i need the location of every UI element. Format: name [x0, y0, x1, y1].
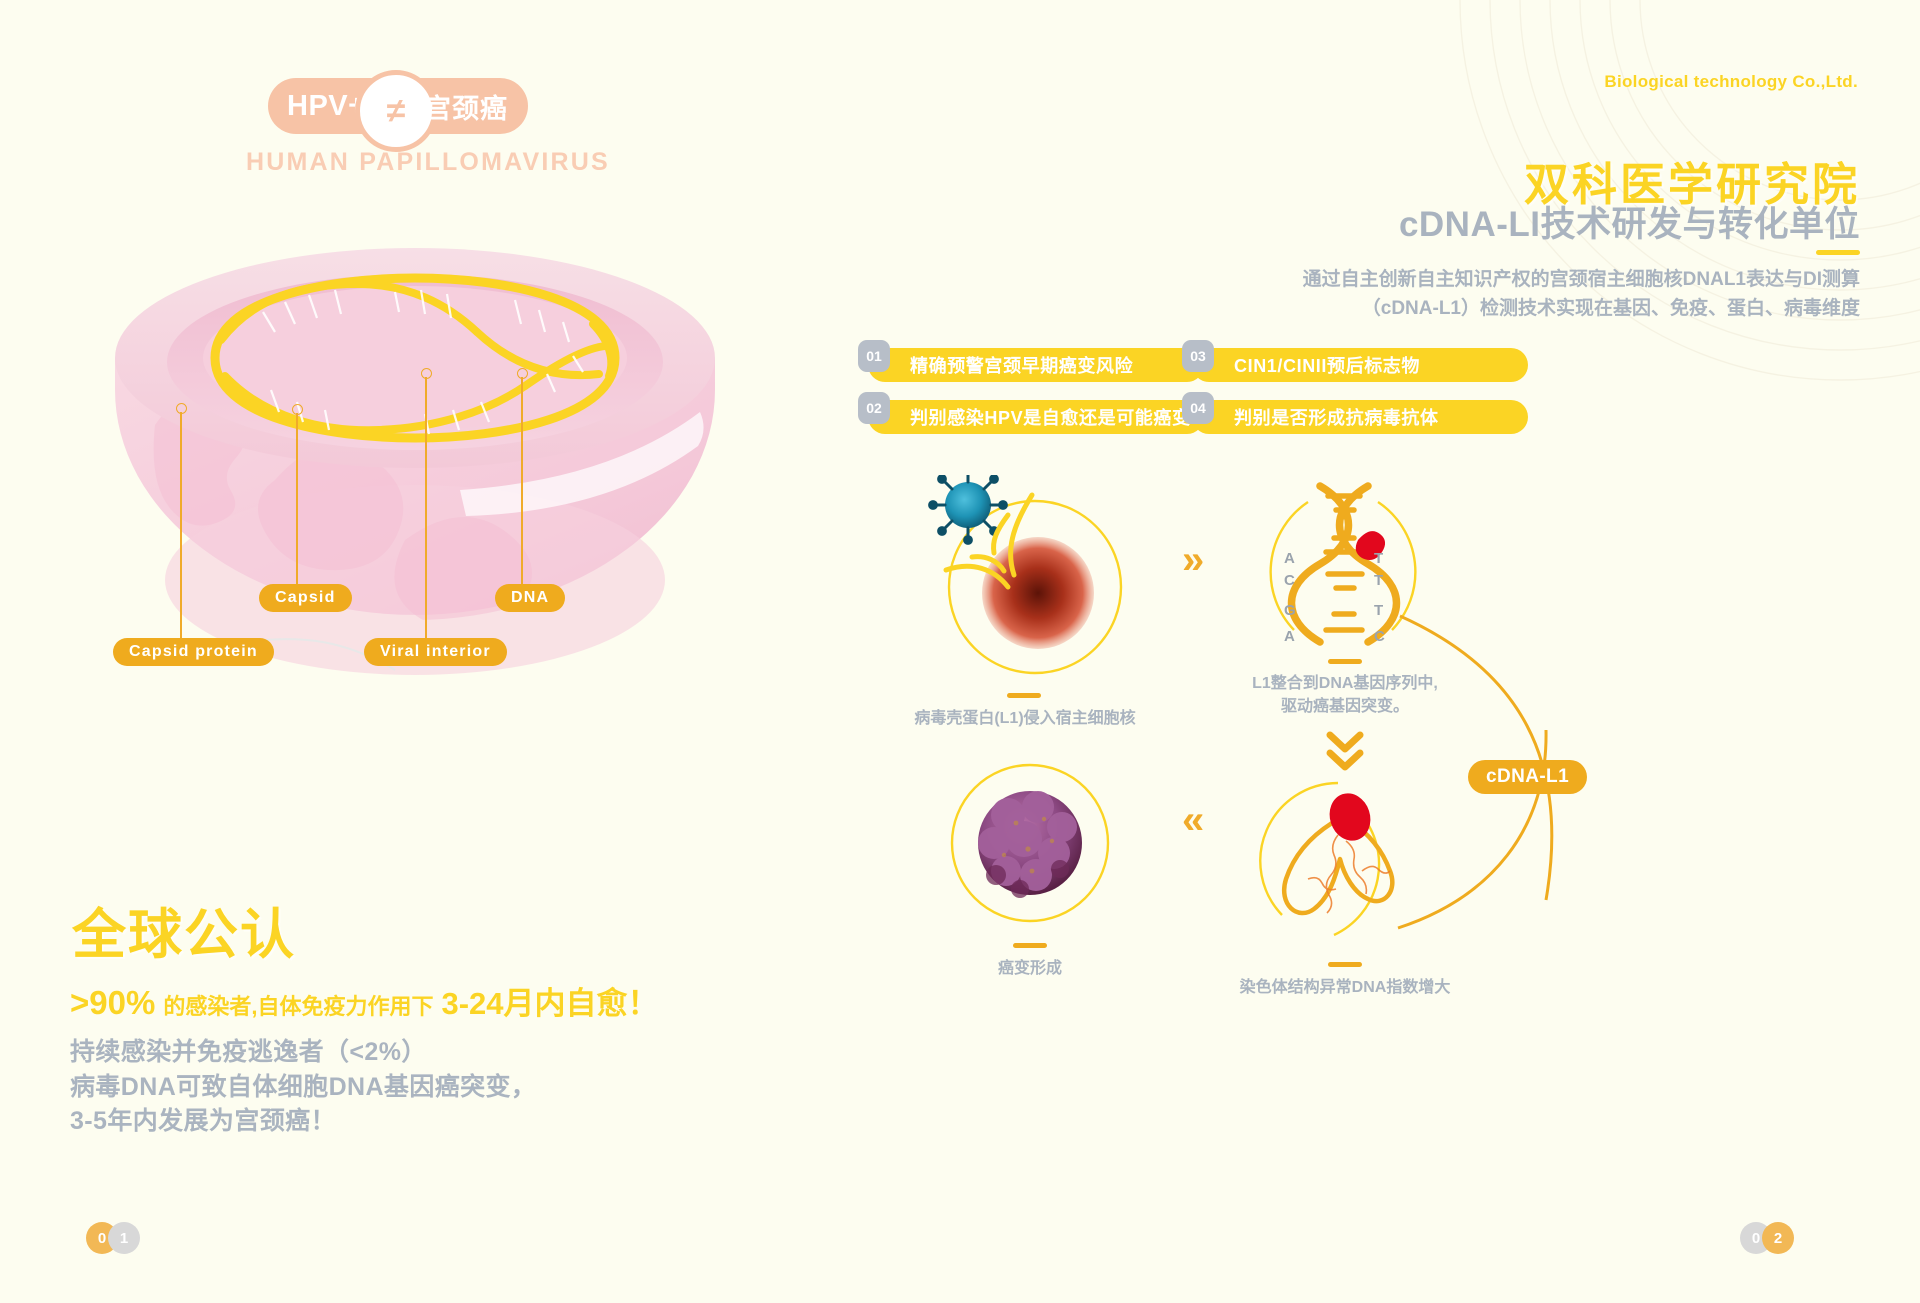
flow-step4-caption: 癌变形成	[997, 960, 1062, 977]
feature-badge-04-label: 判别是否形成抗病毒抗体	[1192, 400, 1528, 434]
feature-badge-03-number: 03	[1182, 340, 1214, 372]
cdna-loop-arc-lower	[1397, 729, 1548, 930]
leader-line-viral-interior	[425, 377, 427, 648]
leader-line-capsid-protein	[180, 412, 182, 648]
page-number-right: 0 2	[1740, 1222, 1794, 1254]
stat-line: >90% 的感染者,自体免疫力作用下 3-24月内自愈！	[70, 978, 659, 1023]
stat-emphasis-text: 3-24月内自愈！	[441, 986, 659, 1021]
callout-viral-interior: Viral interior	[364, 638, 507, 666]
dna-base-left-1: C	[1284, 572, 1295, 589]
dna-base-left-3: A	[1284, 628, 1295, 645]
flow-step1-illustration	[928, 475, 1123, 675]
chevron-right-icon: »	[1182, 538, 1205, 582]
feature-badge-01-number: 01	[858, 340, 890, 372]
flow-step2-divider	[1328, 659, 1362, 664]
callout-capsid: Capsid	[259, 584, 352, 612]
flow-step4-divider	[1013, 943, 1047, 948]
accent-rule	[1816, 250, 1860, 255]
stat-percentage: >90%	[70, 984, 156, 1021]
brand-description: 通过自主创新自主知识产权的宫颈宿主细胞核DNAL1表达与DI测算 （cDNA-L…	[1303, 265, 1860, 324]
dna-base-left-0: A	[1284, 550, 1295, 567]
page-number-left-second: 1	[108, 1222, 140, 1254]
flow-step4-illustration	[950, 763, 1110, 923]
cdna-loop-arc	[1399, 614, 1554, 901]
flow-step2-caption-line-2: 驱动癌基因突变。	[1280, 698, 1409, 716]
left-paragraph-line-3: 3-5年内发展为宫颈癌！	[70, 1107, 336, 1135]
flow-step2-caption: L1整合到DNA基因序列中, 驱动癌基因突变。	[1195, 672, 1495, 718]
chevron-down-icon	[1326, 731, 1364, 771]
page-number-left: 0 1	[86, 1222, 140, 1254]
leader-line-dna	[521, 377, 523, 585]
dna-base-left-2: G	[1284, 602, 1296, 619]
decorative-arcs	[1459, 0, 1920, 381]
chevron-left-icon: «	[1182, 798, 1205, 842]
brand-description-line-2: （cDNA-L1）检测技术实现在基因、免疫、蛋白、病毒维度	[1361, 298, 1860, 320]
brand-title-cn: 双科医学研究院	[1523, 159, 1860, 210]
feature-badge-01-label: 精确预警宫颈早期癌变风险	[868, 348, 1204, 382]
hpv-logo-subtitle: HUMAN PAPILLOMAVIRUS	[246, 148, 610, 176]
hpv-logo-left-text: HPV+	[287, 89, 366, 122]
flow-step1-divider	[1007, 693, 1041, 698]
flow-step3-divider	[1328, 962, 1362, 967]
company-name: Biological technology Co.,Ltd.	[1604, 72, 1858, 91]
dna-base-right-2: T	[1374, 602, 1384, 619]
brand-description-line-1: 通过自主创新自主知识产权的宫颈宿主细胞核DNAL1表达与DI测算	[1302, 269, 1860, 290]
feature-badge-04-number: 04	[1182, 392, 1214, 424]
left-paragraph-line-1: 持续感染并免疫逃逸者（<2%）	[70, 1038, 427, 1066]
dna-base-right-0: T	[1374, 550, 1384, 567]
right-panel: Biological technology Co.,Ltd. 双科医学研究院 c…	[858, 0, 1920, 1303]
dna-base-right-1: T	[1374, 572, 1384, 589]
dna-base-right-3: C	[1374, 628, 1385, 645]
flow-step3-caption: 染色体结构异常DNA指数增大	[1239, 979, 1451, 996]
callout-capsid-protein: Capsid protein	[113, 638, 274, 666]
callout-dna: DNA	[495, 584, 566, 612]
brand-subtitle: cDNA-LI技术研发与转化单位	[1398, 205, 1860, 244]
leader-line-capsid	[296, 413, 298, 585]
petri-dish-illustration	[115, 248, 715, 675]
left-paragraph: 持续感染并免疫逃逸者（<2%） 病毒DNA可致自体细胞DNA基因癌突变， 3-5…	[70, 1035, 536, 1139]
left-paragraph-line-2: 病毒DNA可致自体细胞DNA基因癌突变，	[70, 1072, 537, 1101]
flow-step2-illustration	[1269, 482, 1417, 646]
flow-step1-caption: 病毒壳蛋白(L1)侵入宿主细胞核	[914, 710, 1136, 727]
flow-step2-caption-line-1: L1整合到DNA基因序列中,	[1252, 675, 1438, 692]
flow-step3-illustration	[1259, 781, 1395, 937]
feature-badge-02-number: 02	[858, 392, 890, 424]
hpv-logo-right-text: 宫颈癌	[424, 93, 508, 124]
cdna-l1-badge: cDNA-L1	[1468, 760, 1588, 794]
not-equal-icon: ≠	[355, 70, 437, 152]
left-panel: HPV+ ≠ 宫颈癌 HUMAN PAPILLOMAVIRUS	[0, 0, 950, 1303]
stat-middle-text: 的感染者,自体免疫力作用下	[163, 994, 434, 1019]
page-number-right-second: 2	[1762, 1222, 1794, 1254]
feature-badge-03-label: CIN1/CINII预后标志物	[1192, 348, 1528, 382]
feature-badge-02-label: 判别感染HPV是自愈还是可能癌变	[868, 400, 1204, 434]
page-headline: 全球公认	[72, 905, 296, 965]
